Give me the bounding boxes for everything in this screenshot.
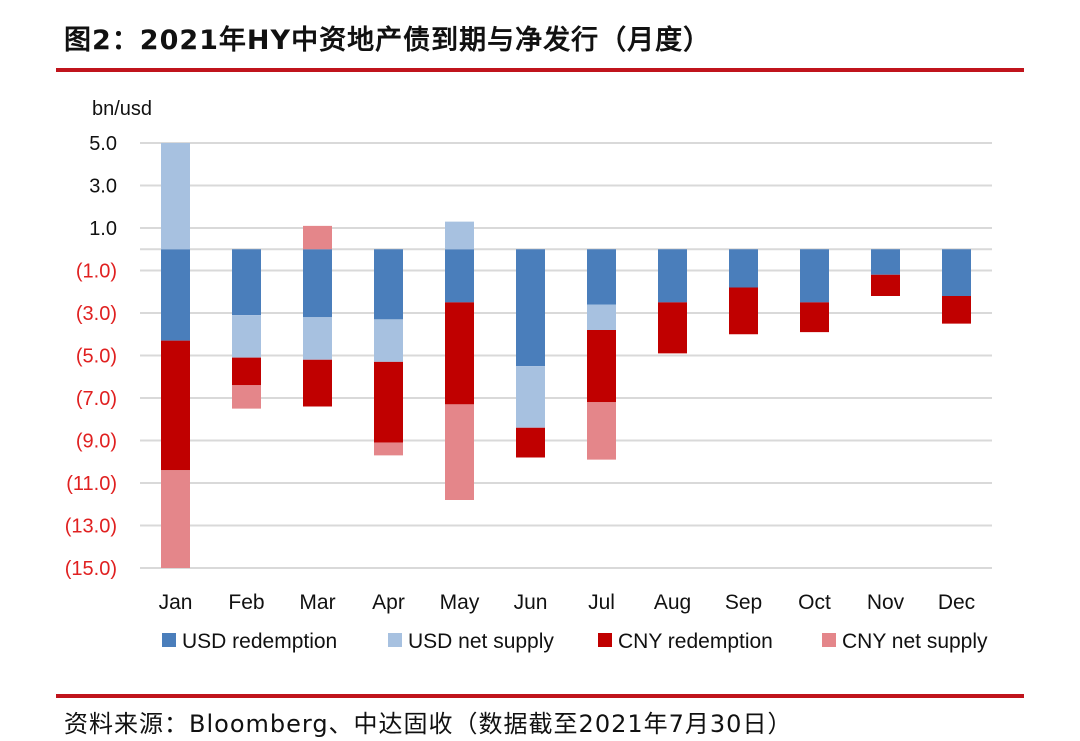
legend-swatch bbox=[162, 633, 176, 647]
legend-swatch bbox=[388, 633, 402, 647]
bar-usd-redemption bbox=[587, 249, 616, 305]
bar-cny-redemption bbox=[232, 357, 261, 386]
bar-usd-net-supply bbox=[161, 143, 190, 250]
x-tick-label: Dec bbox=[938, 591, 975, 614]
y-tick-label: 3.0 bbox=[89, 176, 117, 198]
y-axis-label: bn/usd bbox=[92, 98, 152, 120]
bar-cny-net-supply bbox=[445, 404, 474, 500]
bar-cny-redemption bbox=[303, 359, 332, 407]
bar-cny-redemption bbox=[516, 427, 545, 458]
x-tick-label: Oct bbox=[798, 591, 831, 614]
y-tick-label: 5.0 bbox=[89, 133, 117, 155]
bar-cny-redemption bbox=[800, 302, 829, 333]
bar-usd-redemption bbox=[942, 249, 971, 296]
bar-cny-net-supply bbox=[374, 442, 403, 456]
bar-cny-net-supply bbox=[303, 225, 332, 250]
bar-cny-redemption bbox=[587, 330, 616, 403]
legend-swatch bbox=[822, 633, 836, 647]
bar-cny-redemption bbox=[374, 361, 403, 443]
bar-usd-redemption bbox=[729, 249, 758, 288]
y-tick-label: (11.0) bbox=[66, 473, 117, 495]
figure-title: 图2：2021年HY中资地产债到期与净发行（月度） bbox=[64, 25, 712, 56]
axis-layer: bn/usd 5.0 3.0 1.0 (1.0) (3.0) (5.0) (7.0) (9.0… bbox=[65, 98, 975, 614]
y-tick-label: (9.0) bbox=[76, 431, 117, 453]
bar-cny-redemption bbox=[161, 340, 190, 471]
bar-usd-redemption bbox=[658, 249, 687, 303]
source-note: 资料来源：Bloomberg、中达固收（数据截至2021年7月30日） bbox=[64, 710, 793, 738]
bar-usd-net-supply bbox=[303, 317, 332, 360]
x-tick-label: Nov bbox=[867, 591, 905, 614]
y-tick-label: (5.0) bbox=[76, 346, 117, 368]
bar-usd-redemption bbox=[232, 249, 261, 316]
y-tick-label: (15.0) bbox=[65, 558, 117, 580]
y-tick-label: (1.0) bbox=[76, 261, 117, 283]
x-tick-label: Jan bbox=[159, 591, 193, 614]
bar-usd-redemption bbox=[374, 249, 403, 320]
bar-usd-redemption bbox=[445, 249, 474, 303]
bar-usd-net-supply bbox=[374, 319, 403, 362]
bar-usd-redemption bbox=[161, 249, 190, 341]
legend-label: USD net supply bbox=[408, 630, 554, 653]
y-tick-label: (3.0) bbox=[76, 303, 117, 325]
x-tick-label: Aug bbox=[654, 591, 691, 614]
bar-layer bbox=[161, 143, 971, 568]
bar-usd-redemption bbox=[871, 249, 900, 275]
bar-usd-net-supply bbox=[587, 304, 616, 330]
top-rule bbox=[56, 68, 1024, 72]
legend-label: USD redemption bbox=[182, 630, 337, 653]
bar-cny-redemption bbox=[871, 274, 900, 296]
bar-cny-net-supply bbox=[232, 385, 261, 409]
bar-cny-net-supply bbox=[161, 470, 190, 568]
x-tick-label: Mar bbox=[299, 591, 335, 614]
legend-label: CNY net supply bbox=[842, 630, 988, 653]
legend-swatch bbox=[598, 633, 612, 647]
x-tick-label: Feb bbox=[228, 591, 264, 614]
x-tick-label: Jun bbox=[514, 591, 548, 614]
legend-label: CNY redemption bbox=[618, 630, 773, 653]
bar-usd-net-supply bbox=[232, 315, 261, 358]
bar-cny-redemption bbox=[729, 287, 758, 335]
y-tick-label: (13.0) bbox=[65, 516, 117, 538]
y-tick-label: 1.0 bbox=[89, 218, 117, 240]
bar-cny-redemption bbox=[942, 296, 971, 324]
x-tick-label: May bbox=[440, 591, 480, 614]
bar-usd-redemption bbox=[303, 249, 332, 318]
bar-usd-net-supply bbox=[516, 366, 545, 428]
bar-cny-redemption bbox=[658, 302, 687, 354]
legend: USD redemption USD net supply CNY redempti… bbox=[162, 630, 988, 653]
bar-cny-redemption bbox=[445, 302, 474, 405]
x-tick-label: Sep bbox=[725, 591, 762, 614]
bar-usd-net-supply bbox=[445, 221, 474, 250]
bar-usd-redemption bbox=[800, 249, 829, 303]
x-tick-label: Jul bbox=[588, 591, 615, 614]
bar-usd-redemption bbox=[516, 249, 545, 367]
grid-layer bbox=[140, 142, 992, 569]
bottom-rule bbox=[56, 694, 1024, 698]
x-tick-label: Apr bbox=[372, 591, 405, 614]
bar-cny-net-supply bbox=[587, 402, 616, 460]
y-tick-label: (7.0) bbox=[76, 388, 117, 410]
